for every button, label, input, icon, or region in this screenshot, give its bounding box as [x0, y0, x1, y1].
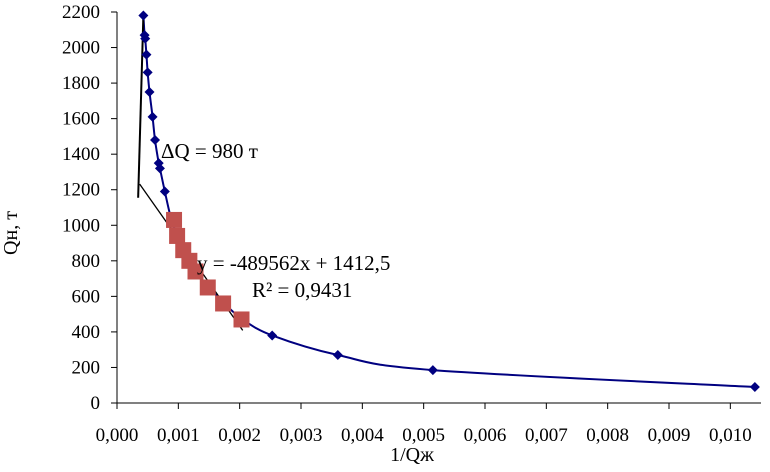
- diamond-point: [144, 86, 155, 97]
- diamond-point: [332, 350, 343, 361]
- trendline-equation: y = -489562x + 1412,5: [197, 251, 390, 275]
- x-tick-label: 0,006: [464, 425, 507, 446]
- trendline-layer: [137, 15, 244, 331]
- axes: 0 200 400 600 800 1000 1200 1400 1600 1800 2000 220…: [62, 2, 761, 446]
- diamond-point: [141, 49, 152, 60]
- y-tick-label: 1600: [62, 109, 100, 130]
- diamond-point: [749, 382, 760, 393]
- x-axis-title: 1/Qж: [390, 444, 434, 466]
- fitted-curve-layer: [142, 15, 755, 388]
- y-tick-label: 2200: [62, 2, 100, 23]
- y-tick-label: 200: [72, 357, 101, 378]
- x-tick-label: 0,010: [709, 425, 752, 446]
- x-tick-label: 0,005: [402, 425, 445, 446]
- y-tick-label: 0: [91, 393, 101, 414]
- x-tick-label: 0,000: [96, 425, 139, 446]
- trendline-r-squared: R² = 0,9431: [252, 278, 352, 302]
- diamond-point: [154, 163, 165, 174]
- y-tick-label: 1200: [62, 180, 100, 201]
- square-point: [169, 227, 186, 244]
- x-tick-label: 0,009: [648, 425, 691, 446]
- y-tick-label: 1800: [62, 73, 100, 94]
- x-tick-label: 0,007: [525, 425, 568, 446]
- diamond-point: [427, 365, 438, 376]
- y-tick-label: 800: [72, 251, 101, 272]
- diamond-point: [140, 33, 151, 44]
- data-points-layer: [138, 10, 760, 393]
- y-tick-label: 1400: [62, 144, 100, 165]
- y-tick-label: 600: [72, 286, 101, 307]
- x-tick-label: 0,002: [218, 425, 261, 446]
- y-tick-label: 2000: [62, 38, 100, 59]
- x-tick-label: 0,003: [280, 425, 323, 446]
- y-axis-title: Qн, т: [0, 211, 22, 255]
- labels-layer: Qн, т 1/Qж ΔQ = 980 т y = -489562x + 141…: [0, 139, 434, 466]
- diamond-point: [138, 10, 149, 21]
- delta-q-vertical-line: [137, 15, 145, 198]
- x-tick-label: 0,001: [157, 425, 200, 446]
- diamond-point: [159, 186, 170, 197]
- diamond-point: [267, 330, 278, 341]
- diamond-point: [142, 67, 153, 78]
- square-point: [233, 311, 250, 328]
- x-tick-label: 0,004: [341, 425, 384, 446]
- delta-q-annotation: ΔQ = 980 т: [161, 139, 258, 163]
- x-tick-label: 0,008: [586, 425, 629, 446]
- square-point: [199, 279, 216, 296]
- diamond-point: [150, 134, 161, 145]
- series-curve: [142, 15, 755, 388]
- square-point: [215, 295, 232, 312]
- square-point: [187, 263, 204, 280]
- diamond-point: [147, 111, 158, 122]
- y-tick-label: 400: [72, 322, 101, 343]
- y-tick-label: 1000: [62, 215, 100, 236]
- square-point: [166, 211, 183, 228]
